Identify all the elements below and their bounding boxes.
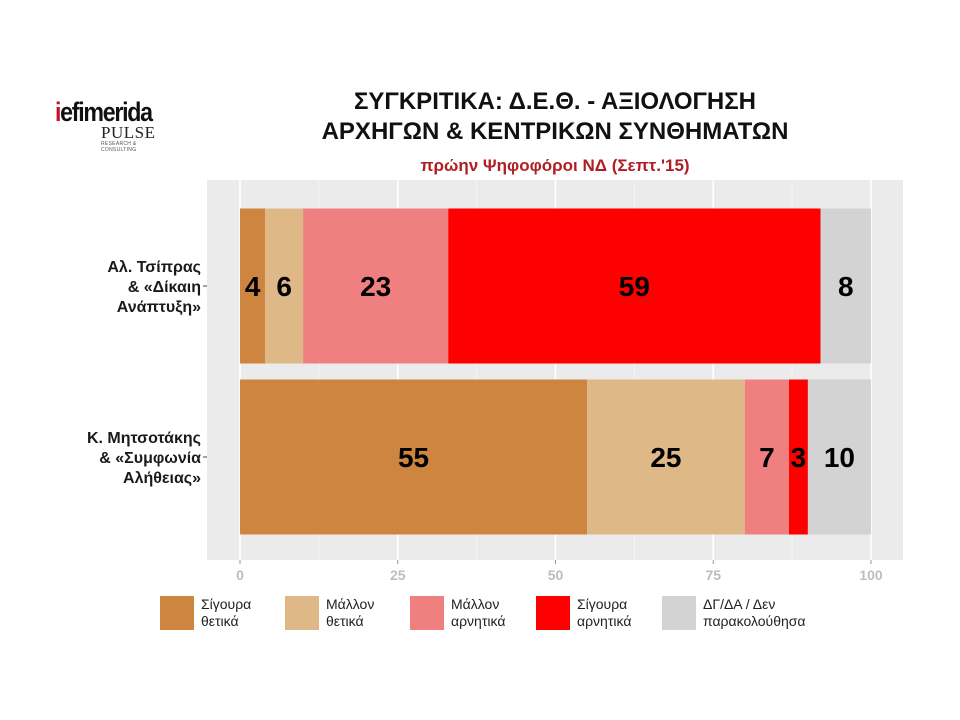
logo-letter-i: i [55, 97, 61, 127]
legend-item: Μάλλον θετικά [285, 596, 446, 630]
data-label: 55 [398, 442, 429, 473]
legend-label: ΔΓ/ΔΑ / Δεν παρακολούθησα [703, 596, 806, 629]
y-category-label: & «Συμφωνία [99, 450, 201, 467]
bar-segment [240, 379, 588, 535]
bar-segment [303, 208, 449, 364]
data-label: 4 [245, 271, 261, 302]
legend-item: Σίγουρα αρνητικά [536, 596, 697, 630]
bar-segment [265, 208, 304, 364]
logo-brand-text: efimerida [60, 97, 153, 127]
data-label: 59 [619, 271, 650, 302]
bar-segment [820, 208, 871, 364]
x-tick-label: 100 [859, 567, 883, 583]
chart-subtitle: πρώην Ψηφοφόροι ΝΔ (Σεπτ.'15) [420, 156, 690, 175]
bar-segment [807, 379, 871, 535]
legend-label: Σίγουρα αρνητικά [577, 596, 632, 629]
legend-swatch [536, 596, 570, 630]
legend-swatch [285, 596, 319, 630]
x-tick-label: 50 [548, 567, 564, 583]
y-category-label: Ανάπτυξη» [117, 299, 201, 316]
legend-item: Μάλλον αρνητικά [410, 596, 571, 630]
bar-segment [448, 208, 821, 364]
x-tick-label: 0 [236, 567, 244, 583]
logo-partner: PULSE [101, 123, 156, 142]
legend-label: Μάλλον αρνητικά [451, 596, 506, 629]
data-label: 7 [759, 442, 775, 473]
y-category-label: Κ. Μητσοτάκης [87, 430, 201, 447]
data-label: 10 [824, 442, 855, 473]
legend-swatch [160, 596, 194, 630]
y-category-label: & «Δίκαιη [128, 279, 201, 296]
legend-swatch [410, 596, 444, 630]
data-label: 3 [791, 442, 807, 473]
bar-segment [744, 379, 789, 535]
chart-legend: Σίγουρα θετικά Μάλλον θετικά Μάλλον αρνητι… [0, 596, 960, 636]
legend-swatch [662, 596, 696, 630]
x-tick-label: 75 [705, 567, 721, 583]
bar-segment [788, 379, 808, 535]
data-label: 6 [276, 271, 292, 302]
legend-item: ΔΓ/ΔΑ / Δεν παρακολούθησα [662, 596, 823, 630]
chart-title-line1: ΣΥΓΚΡΙΤΙΚΑ: Δ.Ε.Θ. - ΑΞΙΟΛΟΓΗΣΗ [354, 88, 756, 115]
legend-item: Σίγουρα θετικά [160, 596, 321, 630]
x-tick-label: 25 [390, 567, 406, 583]
data-label: 8 [838, 271, 854, 302]
data-label: 25 [650, 442, 681, 473]
bar-segment [240, 208, 266, 364]
legend-label: Μάλλον θετικά [326, 596, 375, 629]
y-category-label: Αλ. Τσίπρας [107, 259, 201, 276]
logo-wordmark: iefimerida [55, 98, 154, 126]
bar-segment [587, 379, 745, 535]
logo-partner-sub: RESEARCH & CONSULTING [101, 141, 137, 153]
legend-label: Σίγουρα θετικά [201, 596, 252, 629]
chart-title-line2: ΑΡΧΗΓΩΝ & ΚΕΝΤΡΙΚΩΝ ΣΥΝΘΗΜΑΤΩΝ [321, 118, 789, 145]
y-category-label: Αλήθειας» [123, 470, 201, 487]
data-label: 23 [360, 271, 391, 302]
iefimerida-pulse-logo: iefimerida PULSE RESEARCH & CONSULTING [55, 98, 170, 153]
